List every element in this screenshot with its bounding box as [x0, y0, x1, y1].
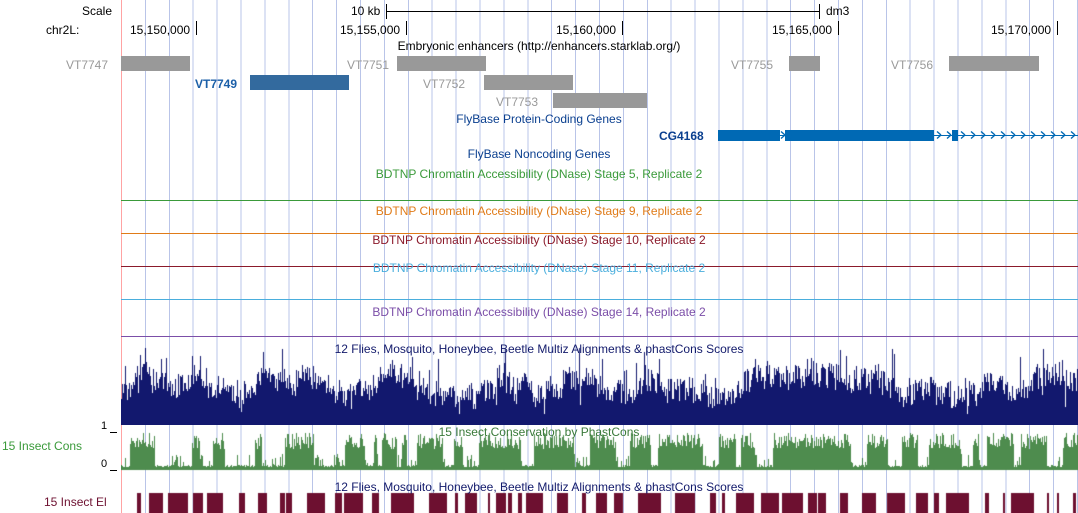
coord-tick-0: 15,150,000	[130, 23, 191, 37]
track-title-dnase-s14r2: BDTNP Chromatin Accessibility (DNase) St…	[372, 305, 706, 319]
enhancer-label-vt7751: VT7751	[347, 58, 390, 72]
assembly-label: dm3	[826, 4, 850, 18]
enhancer-label-vt7755: VT7755	[731, 58, 774, 72]
axis-max-tick	[110, 432, 117, 433]
side-label-insect-cons: 15 Insect Cons	[2, 439, 83, 453]
scale-bar-tick-right	[819, 4, 820, 19]
track-title-dnase-s10r2: BDTNP Chromatin Accessibility (DNase) St…	[372, 233, 706, 247]
coord-tick-4: 15,170,000	[991, 23, 1052, 37]
coord-tick-mark-4	[1057, 21, 1058, 35]
axis-max-label: 1	[101, 420, 108, 432]
enhancer-block-vt7752[interactable]	[484, 75, 573, 90]
track-title-dnase-s11r2: BDTNP Chromatin Accessibility (DNase) St…	[372, 261, 706, 275]
enhancer-block-vt7747[interactable]	[121, 56, 190, 71]
track-title-dnase-s5r2: BDTNP Chromatin Accessibility (DNase) St…	[375, 167, 703, 181]
track-baseline-dnase-s5r2	[121, 200, 1078, 201]
track-title-phastcons-15insect: 15 Insect Conservation by PhastCons	[438, 425, 640, 439]
gene-strand-arrows	[780, 130, 1076, 140]
track-title-flybase-noncoding: FlyBase Noncoding Genes	[467, 147, 611, 161]
coord-tick-mark-0	[196, 21, 197, 35]
enhancer-block-vt7749[interactable]	[250, 75, 349, 90]
coord-tick-mark-3	[838, 21, 839, 35]
enhancer-block-vt7755[interactable]	[789, 56, 820, 71]
enhancer-label-vt7747: VT7747	[66, 58, 109, 72]
coord-tick-3: 15,165,000	[772, 23, 833, 37]
gene-label-cg4168: CG4168	[659, 129, 704, 143]
track-title-enhancers: Embryonic enhancers (http://enhancers.st…	[397, 39, 681, 53]
axis-min-label: 0	[101, 458, 108, 470]
enhancer-block-vt7756[interactable]	[949, 56, 1039, 71]
scale-bar-length: 10 kb	[351, 4, 381, 18]
side-label-insect-elements: 15 Insect El	[44, 495, 107, 509]
coord-tick-mark-2	[622, 21, 623, 35]
track-title-dnase-s9r2: BDTNP Chromatin Accessibility (DNase) St…	[375, 204, 703, 218]
scale-bar-line	[386, 11, 820, 12]
enhancer-label-vt7753: VT7753	[496, 95, 539, 109]
enhancer-label-vt7756: VT7756	[891, 58, 934, 72]
coord-tick-2: 15,160,000	[556, 23, 617, 37]
scale-label: Scale	[82, 4, 113, 18]
track-title-flybase-coding: FlyBase Protein-Coding Genes	[456, 112, 622, 126]
track-title-multiz-top: 12 Flies, Mosquito, Honeybee, Beetle Mul…	[334, 342, 744, 356]
track-baseline-dnase-s14r2	[121, 336, 1078, 337]
coord-tick-1: 15,155,000	[340, 23, 401, 37]
axis-min-tick	[110, 470, 117, 471]
wiggle-multiz-phastcons	[121, 345, 1078, 425]
enhancer-label-vt7752: VT7752	[423, 77, 466, 91]
enhancer-block-vt7753[interactable]	[553, 93, 647, 108]
chrom-label: chr2L:	[46, 23, 80, 37]
scale-bar-tick-left	[386, 4, 387, 19]
coord-tick-mark-1	[406, 21, 407, 35]
track-baseline-dnase-s11r2	[121, 299, 1078, 300]
enhancer-label-vt7749: VT7749	[195, 77, 238, 91]
enhancer-block-vt7751[interactable]	[397, 56, 486, 71]
gene-exon[interactable]	[718, 130, 780, 141]
track-title-insect-elements: 12 Flies, Mosquito, Honeybee, Beetle Mul…	[334, 480, 744, 494]
